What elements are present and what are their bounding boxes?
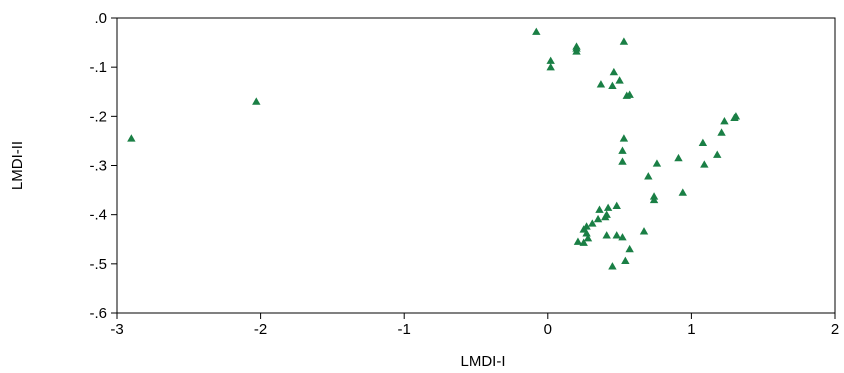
y-tick-label: -.3	[89, 158, 107, 175]
y-tick-label: .0	[94, 10, 107, 27]
data-point	[612, 201, 621, 209]
y-tick-label: -.4	[89, 207, 107, 224]
data-point	[639, 227, 649, 235]
y-tick-label: -.1	[89, 59, 107, 76]
data-point	[615, 76, 624, 84]
plot-frame	[116, 17, 836, 314]
data-point	[603, 203, 613, 211]
x-tick-label: -1	[398, 321, 411, 338]
data-point	[621, 256, 630, 265]
data-point	[609, 67, 619, 76]
data-point	[608, 81, 617, 89]
data-point	[572, 47, 581, 55]
data-point	[588, 219, 597, 227]
data-point	[602, 231, 611, 239]
data-point	[583, 234, 593, 242]
data-point	[720, 117, 729, 125]
data-point	[700, 160, 709, 168]
data-point	[674, 153, 683, 162]
data-point	[698, 138, 708, 147]
data-point	[596, 80, 606, 88]
data-point	[532, 27, 541, 35]
data-point	[678, 188, 687, 196]
data-point	[619, 37, 629, 45]
data-point	[644, 172, 653, 180]
y-tick-label: -.6	[89, 305, 107, 322]
data-point	[546, 56, 555, 64]
data-point	[730, 113, 739, 121]
data-point	[546, 62, 555, 71]
data-point	[649, 195, 659, 204]
x-tick-label: -2	[254, 321, 267, 338]
x-tick-label: -3	[110, 321, 123, 338]
data-point	[612, 231, 621, 239]
x-tick-label: 1	[687, 321, 695, 338]
data-point	[579, 238, 588, 246]
data-point	[608, 262, 617, 270]
data-point	[717, 128, 726, 136]
data-point	[652, 159, 662, 167]
data-points	[127, 27, 741, 270]
x-axis-label: LMDI-I	[461, 353, 506, 370]
y-tick-label: -.5	[89, 256, 107, 273]
y-tick-label: -.2	[89, 108, 107, 125]
data-point	[127, 134, 136, 142]
axis-ticks: -3 -2 -1 0 1 2 .0 -.1 -.2 -.3 -.4 -.5 -.6	[89, 10, 839, 338]
data-point	[625, 244, 634, 253]
data-point	[618, 157, 627, 165]
data-point	[601, 212, 610, 221]
data-point	[573, 237, 583, 245]
data-point	[593, 214, 603, 223]
data-point	[582, 229, 591, 237]
data-point	[713, 150, 722, 158]
data-point	[618, 146, 627, 154]
x-tick-label: 0	[544, 321, 552, 338]
data-point	[252, 97, 261, 105]
data-point	[625, 90, 634, 98]
x-tick-label: 2	[831, 321, 839, 338]
data-point	[595, 205, 604, 213]
data-point	[618, 233, 627, 241]
y-axis-label: LMDI-II	[9, 141, 26, 190]
data-point	[619, 134, 629, 142]
